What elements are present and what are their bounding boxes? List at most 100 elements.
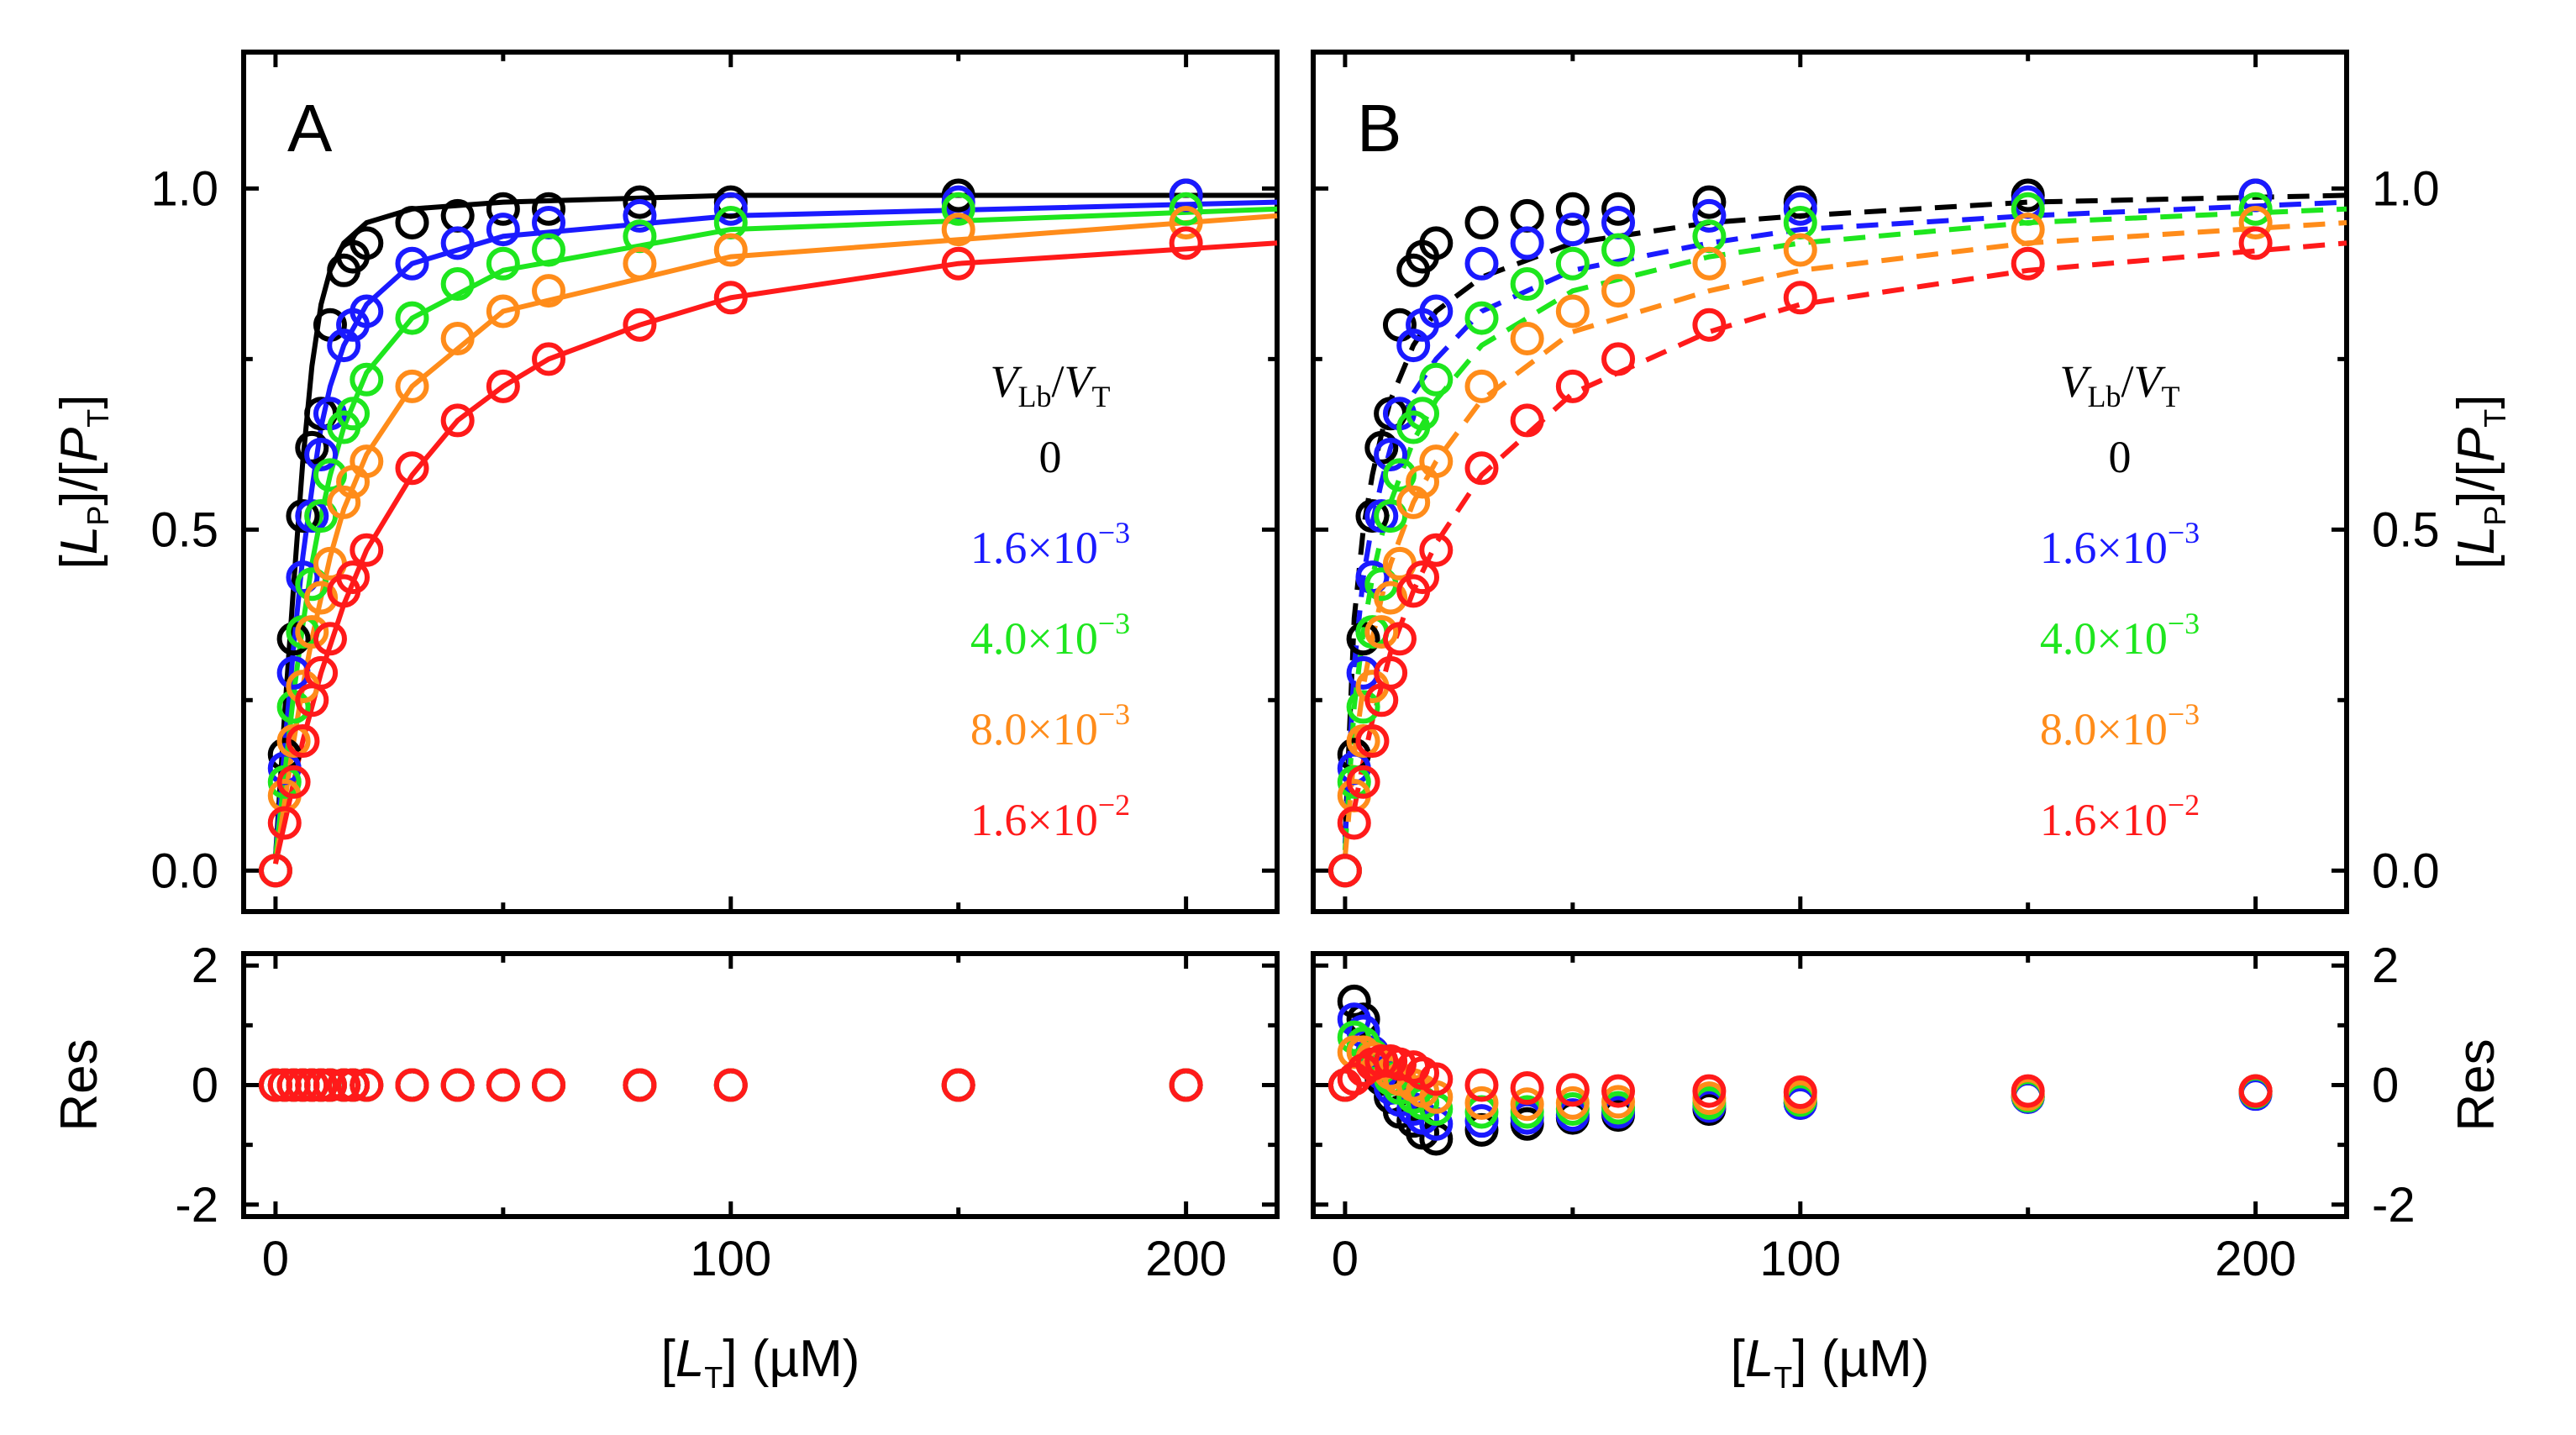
panel-a-point-red	[395, 451, 429, 486]
panel-b-residual-point-orange	[1510, 1087, 1544, 1122]
panel-a-y-tick-label: 1.0	[150, 161, 218, 216]
panel-b-point-red	[1419, 533, 1454, 567]
panel-a-point-black	[486, 192, 520, 226]
panel-b-point-green	[1555, 246, 1590, 281]
panel-a-point-blue	[327, 329, 361, 363]
panel-b-point-blue	[1510, 226, 1544, 260]
panel-b-point-green	[1337, 765, 1371, 799]
panel-a-residual-point-red	[1169, 1068, 1203, 1102]
panel-a-residual-point-red	[532, 1068, 566, 1102]
panel-b-legend-entry: 4.0×10−3	[2040, 607, 2200, 664]
panel-a-point-black	[532, 192, 566, 226]
panel-b-point-blue	[1364, 499, 1399, 534]
panel-a-legend-entry: 4.0×10−3	[970, 607, 1130, 664]
panel-a-point-green	[336, 397, 371, 431]
panel-a-point-blue	[623, 198, 657, 233]
panel-b-point-blue	[1692, 198, 1727, 233]
panel-a-point-orange	[295, 615, 329, 649]
panel-b-point-orange	[1692, 246, 1727, 281]
panel-a-residual-point-red	[295, 1068, 329, 1102]
panel-a-y-tick-label: 0.5	[150, 502, 218, 557]
panel-b-point-green	[1510, 267, 1544, 302]
panel-a-x-axis-label: [LT] (µM)	[661, 1330, 860, 1395]
panel-a-letter: A	[287, 91, 333, 166]
panel-a-legend-entry: 1.6×10−2	[970, 788, 1130, 845]
panel-b-main-frame	[1311, 50, 2349, 914]
panel-b-residual-point-red	[1510, 1071, 1544, 1106]
panel-a-point-black	[395, 205, 429, 239]
panel-a-point-orange	[440, 322, 475, 355]
panel-a-point-orange	[941, 213, 975, 247]
panel-a-point-green	[267, 765, 302, 799]
panel-b-point-blue	[1374, 438, 1408, 472]
panel-a-legend-title: VLb/VT	[990, 356, 1110, 413]
panel-b-point-blue	[1464, 246, 1499, 281]
panel-b-residual-point-red	[1783, 1075, 1817, 1110]
panel-b-point-blue	[1783, 192, 1817, 226]
panel-b-residual-point-red	[1692, 1074, 1727, 1108]
panel-a-residual-point-red	[395, 1068, 429, 1102]
panel-a-residual-point-red	[304, 1068, 339, 1102]
panel-b-point-red	[1374, 655, 1408, 690]
panel-b-residual-axis-label: Res	[2447, 1038, 2505, 1131]
panel-a-point-red	[286, 724, 320, 759]
panel-a-point-blue	[304, 438, 339, 472]
panel-a-point-orange	[395, 369, 429, 403]
panel-b-point-orange	[1510, 322, 1544, 355]
panel-b-point-orange	[2011, 213, 2045, 247]
panel-b-point-blue	[1555, 213, 1590, 247]
panel-b-point-black	[1355, 499, 1390, 534]
panel-b-x-tick-label: 0	[1332, 1232, 1359, 1286]
panel-b-residual-point-orange	[1555, 1085, 1590, 1120]
panel-a-legend-entry: 0	[1039, 432, 1062, 482]
panel-b-point-black	[1419, 226, 1454, 260]
panel-a-residual-point-red	[941, 1068, 975, 1102]
panel-a-point-red	[267, 806, 302, 840]
panel-b-legend-entry: 1.6×10−3	[2040, 516, 2200, 573]
panel-b-residual-point-black	[1337, 984, 1371, 1018]
panel-b-legend-title: VLb/VT	[2059, 356, 2179, 413]
panel-a-point-black	[623, 185, 657, 219]
panel-b-point-orange	[1555, 294, 1590, 329]
panel-a-point-black	[286, 499, 320, 534]
panel-b-point-blue	[1396, 329, 1431, 363]
panel-a: 0 100 200 0.0 0.5 1.0 -2 0 2 A [LT] (µM) [LP]/[PT] R…	[50, 50, 1280, 1395]
panel-b-residual-point-black	[1346, 1002, 1380, 1037]
panel-b-x-tick-label: 200	[2215, 1232, 2296, 1286]
panel-b-point-red	[1601, 342, 1636, 376]
panel-a-point-orange	[350, 444, 384, 479]
panel-b-point-orange	[1419, 444, 1454, 479]
panel-b-point-black	[1601, 192, 1636, 226]
panel-b-point-green	[1419, 362, 1454, 397]
panel-b-residual-point-red	[2238, 1074, 2273, 1108]
panel-a-point-orange	[1169, 205, 1203, 239]
panel-b-point-red	[1355, 724, 1390, 759]
panel-a-point-green	[486, 246, 520, 281]
panel-b-res-y-tick-label: -2	[2372, 1178, 2416, 1233]
panel-b-point-black	[1555, 192, 1590, 226]
panel-b-residual-point-orange	[1464, 1085, 1499, 1120]
panel-b-residual-point-red	[1601, 1074, 1636, 1108]
panel-a-point-orange	[276, 724, 311, 759]
panel-a-point-green	[532, 233, 566, 267]
panel-a-point-red	[623, 308, 657, 342]
panel-a-point-red	[713, 281, 748, 315]
panel-b-point-blue	[1419, 294, 1454, 329]
panel-a-residual-point-red	[623, 1068, 657, 1102]
panel-b-residual-point-red	[1364, 1044, 1399, 1079]
panel-a-residual-point-red	[440, 1068, 475, 1102]
panel-a-res-y-tick-label: 2	[192, 938, 218, 993]
panel-b-point-green	[1692, 219, 1727, 254]
panel-a-y-axis-label: [LP]/[PT]	[50, 394, 115, 569]
panel-a-point-red	[486, 369, 520, 403]
panel-b-x-axis-label: [LT] (µM)	[1731, 1330, 1930, 1395]
panel-b-res-y-tick-label: 0	[2372, 1059, 2399, 1113]
panel-b-residual-point-red	[1419, 1062, 1454, 1096]
panel-b-point-red	[1327, 854, 1362, 888]
panel-a-point-red	[276, 765, 311, 799]
panel-a-res-y-tick-label: 0	[192, 1059, 218, 1113]
panel-a-point-red	[336, 560, 371, 595]
panel-b-legend-entry: 0	[2109, 432, 2132, 482]
panel-b-legend: VLb/VT 0 1.6×10−3 4.0×10−3 8.0×10−3 1.6×10−2	[2040, 356, 2200, 845]
panel-b-point-orange	[1464, 369, 1499, 403]
